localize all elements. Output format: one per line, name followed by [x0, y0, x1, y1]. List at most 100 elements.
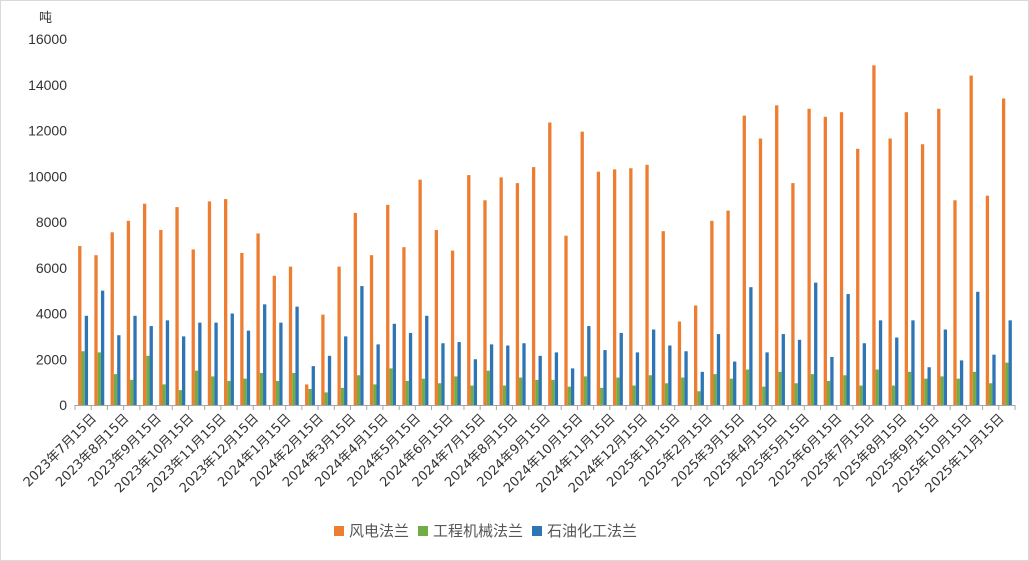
- bar-2-30: [567, 386, 571, 405]
- bar-2-47: [843, 375, 847, 405]
- bar-3-31: [587, 326, 591, 405]
- bar-1-56: [985, 195, 990, 405]
- y-tick-label: 6000: [36, 260, 67, 276]
- bar-2-48: [859, 385, 863, 405]
- bar-3-30: [570, 368, 575, 405]
- legend: 风电法兰 工程机械法兰 石油化工法兰: [334, 522, 637, 540]
- bar-1-3: [126, 220, 131, 405]
- bar-1-0: [78, 246, 82, 405]
- bar-1-37: [677, 321, 682, 405]
- bar-3-40: [733, 361, 737, 405]
- bar-2-50: [891, 385, 896, 405]
- bar-3-22: [441, 343, 445, 405]
- bar-3-5: [165, 320, 170, 405]
- bar-1-26: [499, 177, 503, 405]
- bar-3-15: [327, 355, 332, 405]
- bar-2-15: [324, 392, 328, 405]
- bar-1-8: [207, 201, 212, 405]
- bar-1-5: [159, 230, 163, 405]
- bar-3-41: [749, 287, 753, 405]
- bar-1-53: [937, 108, 941, 406]
- y-axis-unit-label: 吨: [39, 11, 52, 26]
- bar-2-33: [616, 377, 620, 405]
- bar-3-26: [506, 345, 510, 405]
- bar-1-31: [580, 131, 584, 405]
- bar-1-25: [483, 200, 487, 405]
- bar-3-20: [408, 332, 413, 405]
- bar-1-2: [110, 232, 114, 405]
- bar-2-10: [243, 378, 247, 405]
- bar-1-1: [94, 255, 98, 405]
- bar-2-56: [989, 383, 993, 405]
- bar-3-4: [149, 326, 153, 405]
- bar-3-32: [603, 350, 607, 405]
- bar-2-55: [972, 371, 977, 405]
- bar-3-28: [538, 355, 542, 405]
- y-tick-label: 8000: [36, 214, 67, 230]
- bar-1-14: [305, 384, 309, 405]
- bar-3-25: [489, 344, 494, 405]
- bar-1-49: [872, 65, 876, 405]
- bar-3-43: [781, 334, 785, 405]
- y-tick-label: 10000: [28, 168, 67, 184]
- bar-3-18: [376, 344, 380, 405]
- bar-2-16: [340, 387, 345, 405]
- bar-1-43: [775, 105, 779, 405]
- legend-label-1: 风电法兰: [349, 522, 409, 540]
- bar-3-17: [360, 286, 364, 405]
- bar-2-4: [146, 355, 150, 405]
- bar-1-41: [742, 115, 746, 405]
- bar-1-36: [661, 231, 665, 405]
- bar-1-50: [888, 138, 892, 405]
- bar-1-28: [531, 167, 536, 405]
- bar-2-43: [778, 371, 782, 405]
- bar-2-31: [583, 376, 588, 405]
- bar-1-57: [1001, 98, 1006, 405]
- bar-2-40: [729, 378, 734, 405]
- y-tick-label: 12000: [28, 123, 67, 139]
- bar-2-5: [162, 384, 166, 405]
- bar-2-54: [956, 378, 960, 405]
- bar-3-8: [214, 322, 218, 405]
- y-tick-label: 2000: [36, 351, 67, 367]
- bar-2-14: [308, 388, 312, 405]
- bar-1-30: [564, 235, 568, 405]
- y-tick-label: 14000: [28, 77, 67, 93]
- bar-2-46: [826, 380, 831, 405]
- bar-3-44: [797, 339, 802, 405]
- y-tick-label: 16000: [28, 31, 67, 47]
- bar-1-32: [596, 171, 601, 405]
- bar-3-27: [522, 343, 526, 405]
- bar-2-42: [762, 386, 766, 405]
- bar-2-3: [130, 379, 134, 405]
- bar-2-57: [1005, 362, 1009, 405]
- bar-1-4: [142, 203, 147, 405]
- bar-2-24: [470, 385, 474, 405]
- bar-3-52: [927, 367, 931, 405]
- legend-swatch-1: [334, 526, 344, 536]
- y-tick-label: 0: [59, 397, 67, 413]
- bar-1-19: [386, 204, 390, 405]
- bar-1-46: [823, 116, 827, 405]
- bar-1-42: [758, 138, 763, 405]
- bar-3-6: [181, 336, 186, 406]
- bar-3-36: [668, 345, 672, 405]
- bar-1-39: [710, 220, 714, 405]
- bar-3-39: [716, 334, 721, 405]
- bar-2-21: [421, 378, 426, 405]
- bar-2-37: [681, 377, 685, 405]
- bar-2-29: [551, 379, 555, 405]
- bar-2-39: [713, 374, 717, 405]
- bar-2-45: [810, 374, 815, 405]
- bar-2-38: [697, 391, 701, 405]
- bar-3-1: [100, 290, 105, 406]
- bar-3-48: [862, 343, 866, 405]
- bar-2-12: [275, 380, 280, 405]
- bar-3-2: [117, 335, 121, 405]
- bar-3-57: [1008, 320, 1012, 405]
- bar-3-35: [651, 329, 656, 405]
- bar-1-13: [288, 266, 293, 405]
- bar-3-53: [943, 329, 948, 405]
